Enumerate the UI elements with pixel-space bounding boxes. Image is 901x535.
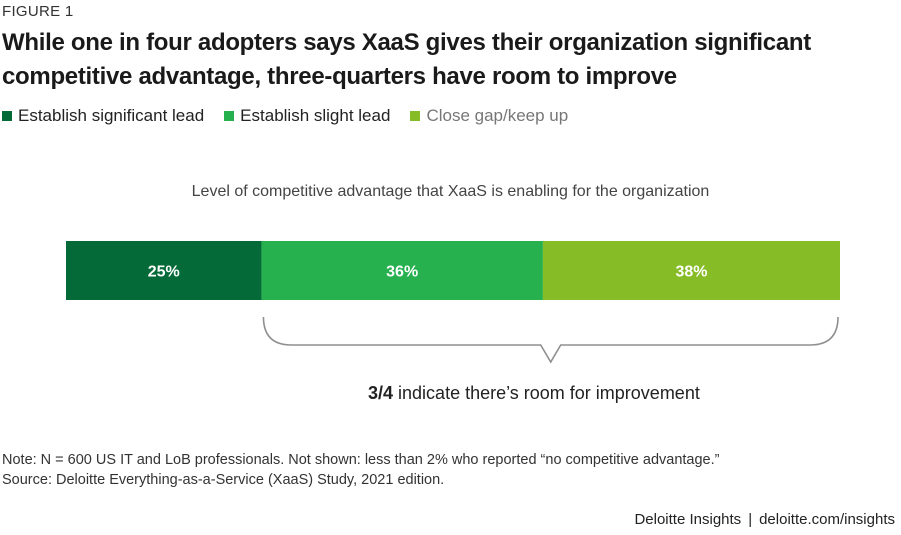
- footer: Deloitte Insights | deloitte.com/insights: [634, 511, 895, 528]
- note: Note: N = 600 US IT and LoB professional…: [2, 450, 719, 490]
- brace-caption-text: indicate there’s room for improvement: [393, 383, 700, 403]
- source-line: Source: Deloitte Everything-as-a-Service…: [2, 472, 445, 488]
- legend-item-significant-lead: Establish significant lead: [2, 106, 204, 126]
- legend-swatch-significant-lead: [2, 111, 12, 121]
- footer-brand: Deloitte Insights: [634, 511, 742, 528]
- footer-separator: |: [748, 511, 753, 528]
- footer-url[interactable]: deloitte.com/insights: [759, 511, 895, 528]
- legend: Establish significant lead Establish sli…: [2, 106, 588, 126]
- data-label-close-gap-keep-up: 38%: [675, 264, 707, 281]
- brace-caption-fraction: 3/4: [368, 383, 394, 403]
- legend-label-significant-lead: Establish significant lead: [18, 106, 205, 125]
- legend-swatch-slight-lead: [224, 111, 235, 121]
- chart-title: While one in four adopters says XaaS giv…: [2, 26, 882, 94]
- legend-item-close-gap: Close gap/keep up: [410, 106, 568, 126]
- annotation-brace: [262, 316, 839, 364]
- brace-caption: 3/4 indicate there’s room for improvemen…: [368, 383, 700, 404]
- bar-segment-close-gap-keep-up: [542, 241, 840, 300]
- legend-swatch-close-gap: [410, 111, 421, 121]
- legend-label-slight-lead: Establish slight lead: [240, 106, 391, 125]
- bar-segment-establish-significant-lead: [66, 241, 262, 300]
- chart-subtitle: Level of competitive advantage that XaaS…: [191, 183, 710, 200]
- legend-item-slight-lead: Establish slight lead: [224, 106, 390, 126]
- chart-title-line-2: competitive advantage, three-quarters ha…: [2, 63, 677, 90]
- figure-label: FIGURE 1: [2, 3, 74, 20]
- data-label-establish-slight-lead: 36%: [386, 264, 418, 281]
- legend-label-close-gap: Close gap/keep up: [426, 106, 569, 125]
- chart-title-line-1: While one in four adopters says XaaS giv…: [2, 29, 811, 56]
- bar-segment-establish-slight-lead: [261, 241, 543, 300]
- data-label-establish-significant-lead: 25%: [148, 264, 180, 281]
- note-line: Note: N = 600 US IT and LoB professional…: [2, 452, 720, 468]
